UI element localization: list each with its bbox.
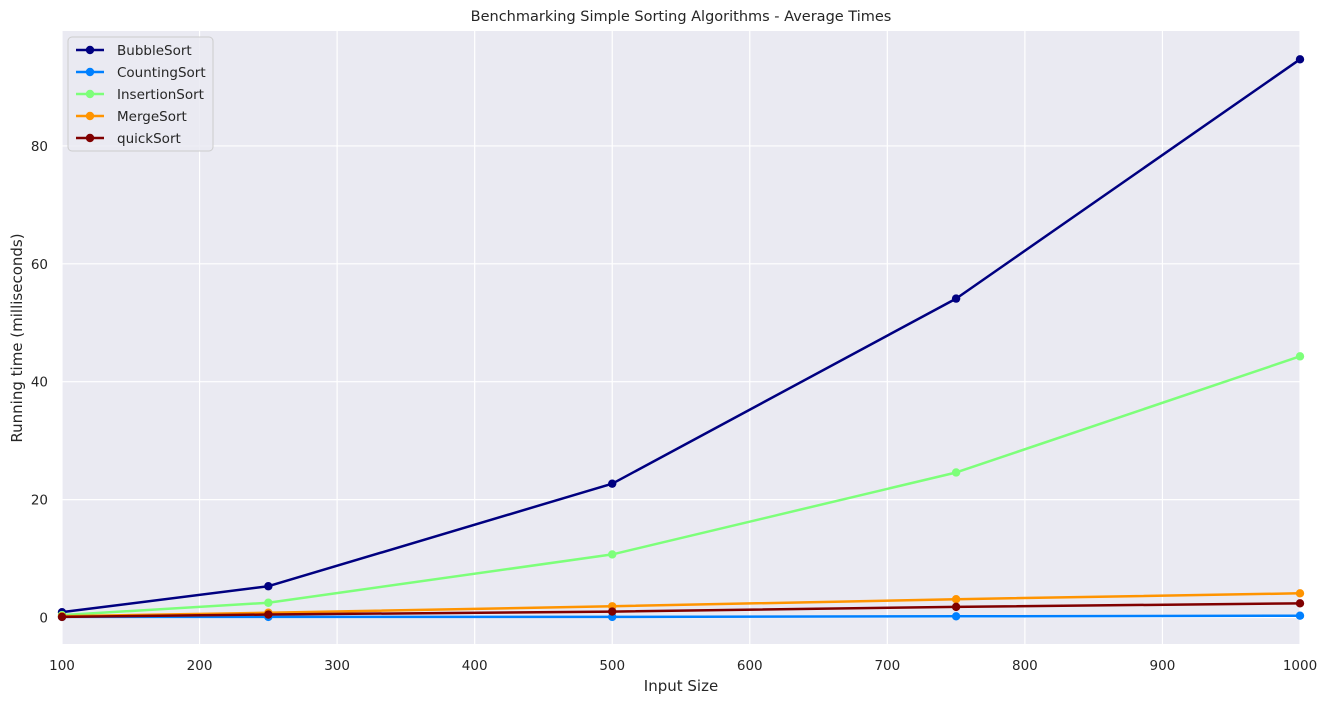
y-tick-label: 60 (31, 257, 48, 273)
x-tick-label: 800 (1012, 658, 1038, 674)
data-point-bubblesort (951, 294, 961, 303)
x-tick-label: 400 (462, 658, 488, 674)
series-insertionsort (57, 352, 1305, 620)
legend-item-mergesort: MergeSort (76, 109, 187, 125)
data-point-bubblesort (1295, 55, 1305, 64)
chart-title: Benchmarking Simple Sorting Algorithms -… (471, 9, 892, 25)
legend-item-bubblesort: BubbleSort (76, 43, 192, 59)
data-point-quicksort (608, 607, 617, 616)
data-point-insertionsort (608, 550, 617, 559)
legend-marker-countingsort (85, 67, 95, 77)
y-tick-label: 80 (31, 139, 48, 155)
legend-label-quicksort: quickSort (117, 131, 181, 147)
y-tick-label: 20 (31, 493, 48, 509)
x-tick-label: 1000 (1283, 658, 1317, 674)
tick-labels: 100 200 300 400 500 600 700 800 900 1000 0 20 40 60 80 (31, 139, 1317, 674)
data-point-bubblesort (264, 582, 273, 591)
legend-marker-mergesort (85, 111, 95, 121)
legend-marker-bubblesort (85, 45, 95, 55)
legend-marker-insertionsort (85, 89, 95, 99)
data-point-insertionsort (264, 598, 273, 607)
legend-label-bubblesort: BubbleSort (117, 43, 192, 59)
legend-label-countingsort: CountingSort (117, 65, 206, 81)
series-layer (57, 55, 1305, 622)
y-axis-label: Running time (milliseconds) (8, 233, 26, 442)
data-point-insertionsort (1295, 352, 1305, 361)
x-tick-label: 900 (1150, 658, 1176, 674)
y-tick-label: 40 (31, 375, 48, 391)
legend-item-countingsort: CountingSort (76, 65, 206, 81)
data-point-mergesort (1295, 589, 1305, 598)
data-point-quicksort (1295, 599, 1305, 608)
data-point-quicksort (57, 612, 67, 622)
x-tick-label: 100 (49, 658, 75, 674)
x-tick-label: 500 (599, 658, 625, 674)
data-point-countingsort (1295, 611, 1305, 620)
y-tick-label: 0 (39, 610, 48, 626)
x-axis-label: Input Size (644, 677, 718, 695)
x-tick-label: 600 (737, 658, 763, 674)
data-point-quicksort (951, 602, 961, 612)
plot-background (62, 31, 1300, 644)
series-quicksort (57, 599, 1305, 622)
data-point-mergesort (951, 595, 961, 604)
legend: BubbleSort CountingSort InsertionSort Merge… (67, 36, 214, 152)
legend-label-mergesort: MergeSort (117, 109, 187, 125)
legend-item-quicksort: quickSort (76, 131, 181, 147)
data-point-countingsort (951, 612, 961, 621)
legend-label-insertionsort: InsertionSort (117, 87, 204, 103)
data-point-bubblesort (608, 479, 617, 488)
x-tick-label: 300 (324, 658, 350, 674)
data-point-quicksort (264, 610, 273, 619)
legend-marker-quicksort (85, 133, 95, 143)
legend-frame (67, 36, 214, 152)
legend-item-insertionsort: InsertionSort (76, 87, 204, 103)
x-tick-label: 700 (874, 658, 900, 674)
data-point-insertionsort (951, 468, 961, 477)
x-tick-label: 200 (187, 658, 213, 674)
